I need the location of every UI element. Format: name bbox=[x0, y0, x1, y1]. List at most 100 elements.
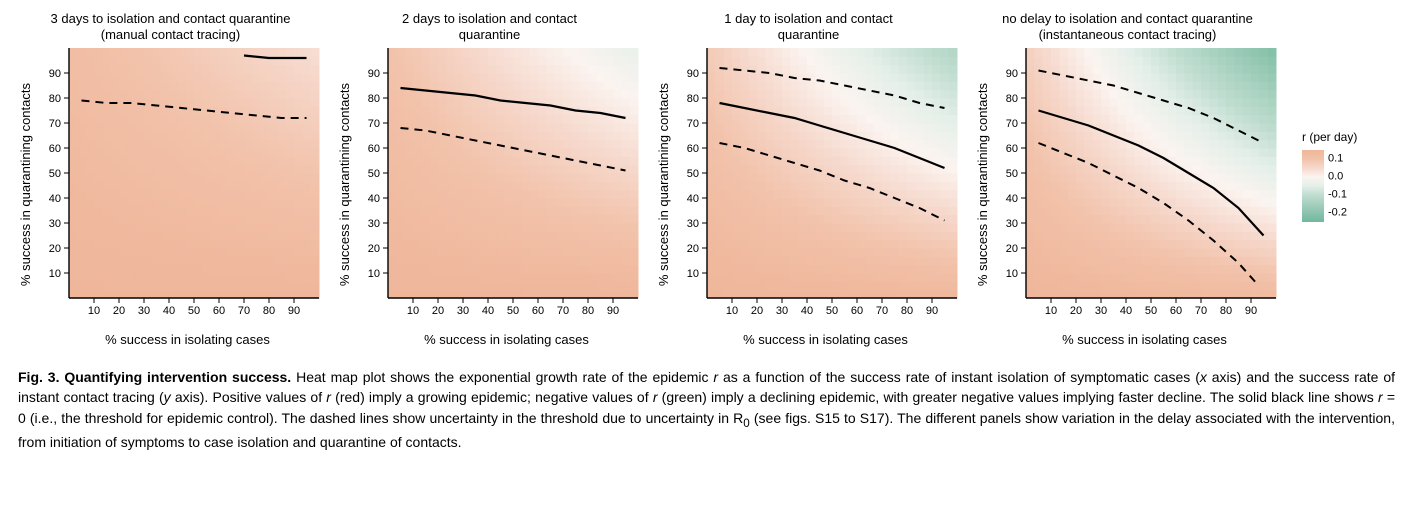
heatmap-cell bbox=[86, 173, 95, 182]
heatmap-cell bbox=[621, 81, 630, 90]
heatmap-cell bbox=[505, 123, 514, 132]
heatmap-cell bbox=[1218, 123, 1227, 132]
heatmap-cell bbox=[740, 198, 749, 207]
heatmap-cell bbox=[1134, 173, 1143, 182]
heatmap-cell bbox=[890, 273, 899, 282]
heatmap-cell bbox=[438, 215, 447, 224]
heatmap-cell bbox=[571, 140, 580, 149]
heatmap-cell bbox=[849, 265, 858, 274]
heatmap-cell bbox=[832, 240, 841, 249]
heatmap-cell bbox=[119, 90, 128, 99]
panel: no delay to isolation and contact quaran… bbox=[975, 10, 1280, 347]
heatmap-cell bbox=[463, 223, 472, 232]
heatmap-cell bbox=[127, 206, 136, 215]
heatmap-cell bbox=[505, 281, 514, 290]
heatmap-cell bbox=[1193, 56, 1202, 65]
heatmap-cell bbox=[1268, 248, 1277, 257]
heatmap-cell bbox=[261, 123, 270, 132]
heatmap-cell bbox=[1134, 240, 1143, 249]
heatmap-cell bbox=[563, 290, 572, 299]
heatmap-cell bbox=[77, 148, 86, 157]
heatmap-cell bbox=[630, 240, 639, 249]
heatmap-cell bbox=[857, 115, 866, 124]
heatmap-cell bbox=[749, 48, 758, 57]
heatmap-cell bbox=[824, 156, 833, 165]
heatmap-cell bbox=[815, 56, 824, 65]
heatmap-cell bbox=[144, 240, 153, 249]
heatmap-cell bbox=[269, 123, 278, 132]
heatmap-cell bbox=[907, 206, 916, 215]
heatmap-cell bbox=[924, 240, 933, 249]
heatmap-cell bbox=[1218, 173, 1227, 182]
heatmap-cell bbox=[127, 140, 136, 149]
heatmap-cell bbox=[605, 190, 614, 199]
heatmap-cell bbox=[724, 48, 733, 57]
heatmap-cell bbox=[605, 48, 614, 57]
heatmap-cell bbox=[1168, 115, 1177, 124]
heatmap-cell bbox=[588, 65, 597, 74]
heatmap-cell bbox=[1068, 106, 1077, 115]
heatmap-cell bbox=[1268, 81, 1277, 90]
heatmap-cell bbox=[1101, 73, 1110, 82]
heatmap-cell bbox=[227, 65, 236, 74]
heatmap-cell bbox=[890, 73, 899, 82]
heatmap-cell bbox=[1159, 181, 1168, 190]
heatmap-cell bbox=[488, 181, 497, 190]
heatmap-cell bbox=[538, 181, 547, 190]
heatmap-cell bbox=[405, 48, 414, 57]
heatmap-cell bbox=[538, 48, 547, 57]
panel-title: 2 days to isolation and contact quaranti… bbox=[340, 10, 640, 44]
heatmap-cell bbox=[396, 98, 405, 107]
heatmap-cell bbox=[724, 223, 733, 232]
heatmap-cell bbox=[832, 181, 841, 190]
heatmap-cell bbox=[1084, 240, 1093, 249]
heatmap-cell bbox=[169, 48, 178, 57]
heatmap-cell bbox=[799, 106, 808, 115]
heatmap-cell bbox=[899, 173, 908, 182]
heatmap-cell bbox=[605, 231, 614, 240]
heatmap-cell bbox=[480, 198, 489, 207]
heatmap-cell bbox=[211, 223, 220, 232]
heatmap-cell bbox=[824, 206, 833, 215]
heatmap-cell bbox=[580, 56, 589, 65]
heatmap-cell bbox=[907, 290, 916, 299]
heatmap-cell bbox=[774, 273, 783, 282]
heatmap-cell bbox=[1043, 190, 1052, 199]
heatmap-cell bbox=[613, 231, 622, 240]
heatmap-cell bbox=[530, 256, 539, 265]
heatmap-cell bbox=[849, 173, 858, 182]
heatmap-cell bbox=[152, 206, 161, 215]
heatmap-cell bbox=[1143, 131, 1152, 140]
heatmap-cell bbox=[294, 73, 303, 82]
heatmap-cell bbox=[530, 131, 539, 140]
heatmap-cell bbox=[840, 165, 849, 174]
heatmap-cell bbox=[1059, 156, 1068, 165]
heatmap-cell bbox=[513, 240, 522, 249]
heatmap-cell bbox=[169, 148, 178, 157]
heatmap-cell bbox=[1251, 198, 1260, 207]
heatmap-cell bbox=[311, 115, 320, 124]
heatmap-cell bbox=[1126, 98, 1135, 107]
heatmap-cell bbox=[932, 140, 941, 149]
heatmap-cell bbox=[455, 256, 464, 265]
heatmap-cell bbox=[421, 165, 430, 174]
heatmap-cell bbox=[102, 48, 111, 57]
heatmap-cell bbox=[1159, 106, 1168, 115]
heatmap-cell bbox=[496, 165, 505, 174]
heatmap-cell bbox=[799, 173, 808, 182]
heatmap-cell bbox=[571, 131, 580, 140]
heatmap-cell bbox=[1134, 123, 1143, 132]
heatmap-cell bbox=[782, 290, 791, 299]
heatmap-cell bbox=[152, 165, 161, 174]
y-tick-label: 60 bbox=[1006, 143, 1018, 155]
heatmap-cell bbox=[1118, 206, 1127, 215]
heatmap-cell bbox=[596, 115, 605, 124]
heatmap-cell bbox=[396, 231, 405, 240]
heatmap-cell bbox=[899, 231, 908, 240]
heatmap-cell bbox=[388, 115, 397, 124]
heatmap-cell bbox=[865, 281, 874, 290]
heatmap-cell bbox=[724, 256, 733, 265]
heatmap-cell bbox=[724, 273, 733, 282]
heatmap-cell bbox=[915, 265, 924, 274]
heatmap-cell bbox=[311, 148, 320, 157]
